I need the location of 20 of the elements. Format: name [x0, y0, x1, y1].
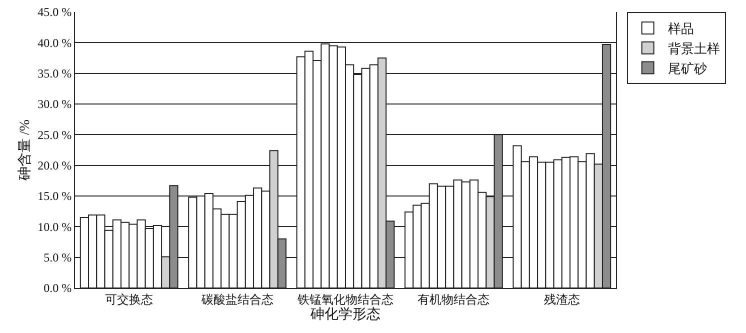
- x-axis-title: 砷化学形态: [310, 306, 380, 322]
- x-tick-label: 铁锰氧化物结合态: [296, 292, 394, 306]
- y-tick-label: 25.0 %: [38, 128, 72, 142]
- legend-label: 背景土样: [668, 40, 720, 56]
- y-axis-title: 砷含量 /%: [17, 119, 34, 182]
- y-tick-label: 30.0 %: [38, 97, 72, 112]
- y-tick-label: 45.0 %: [38, 5, 72, 20]
- y-tick-label: 15.0 %: [38, 189, 72, 204]
- y-tick-label: 35.0 %: [38, 66, 72, 81]
- x-tick-label: 可交换态: [105, 292, 154, 306]
- y-tick-label: 20.0 %: [38, 158, 72, 173]
- legend-label: 尾矿砂: [668, 60, 707, 76]
- y-tick-label: 0.0 %: [44, 281, 72, 296]
- y-tick-label: 40.0 %: [38, 36, 72, 50]
- x-tick-label: 有机物结合态: [418, 292, 490, 306]
- legend-label: 样品: [668, 21, 694, 36]
- x-tick-label: 碳酸盐结合态: [200, 292, 274, 306]
- x-tick-label: 残渣态: [544, 292, 580, 306]
- y-tick-label: 10.0 %: [38, 220, 72, 234]
- y-tick-label: 5.0 %: [44, 250, 72, 265]
